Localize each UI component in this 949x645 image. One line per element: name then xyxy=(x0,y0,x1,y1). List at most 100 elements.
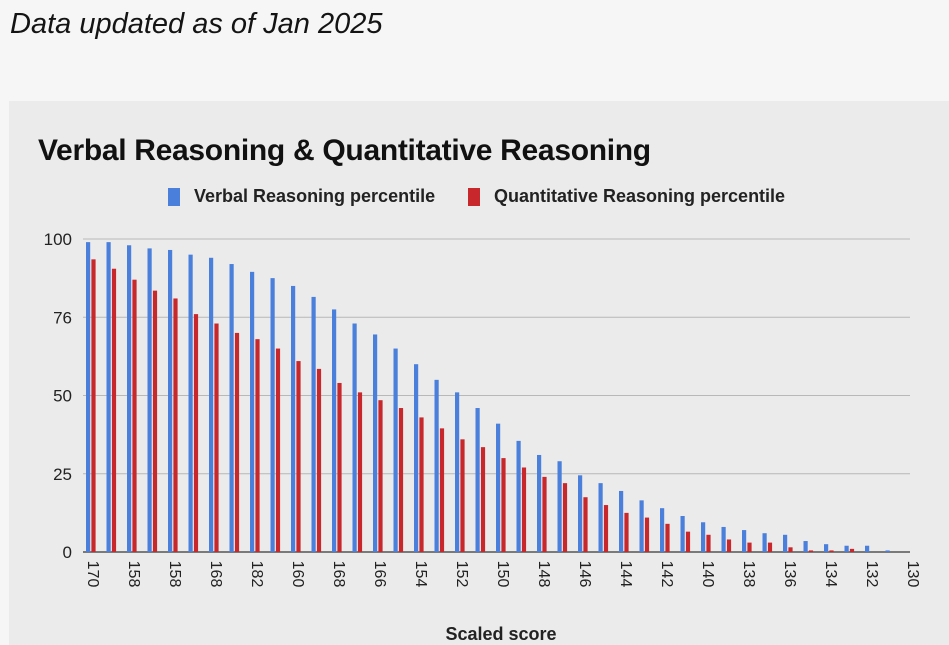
bar-quant xyxy=(234,332,240,552)
x-tick-label: 130 xyxy=(904,561,921,588)
bar-quant xyxy=(460,439,465,552)
bar-quant xyxy=(665,523,670,552)
x-tick-label: 168 xyxy=(330,561,347,588)
bar-verbal xyxy=(86,242,91,552)
bar-quant xyxy=(275,348,281,552)
bar-quant xyxy=(624,512,629,552)
bar-verbal xyxy=(455,392,460,552)
bar-quant xyxy=(214,323,219,552)
bar-verbal xyxy=(209,257,214,552)
bar-verbal xyxy=(537,454,542,552)
bar-quant xyxy=(501,458,506,552)
bar-quant xyxy=(726,539,732,552)
bar-verbal xyxy=(250,271,255,552)
bar-quant xyxy=(603,505,609,552)
x-tick-label: 136 xyxy=(781,561,798,588)
bar-verbal xyxy=(742,530,747,552)
bar-verbal xyxy=(168,249,173,552)
bar-quant xyxy=(562,483,568,552)
x-tick-label: 160 xyxy=(289,561,306,588)
chart-title: Verbal Reasoning & Quantitative Reasonin… xyxy=(38,134,651,167)
bar-verbal xyxy=(373,334,378,552)
bar-quant xyxy=(357,392,363,552)
bar-quant xyxy=(644,517,650,552)
x-tick-label: 182 xyxy=(248,561,265,588)
bar-verbal xyxy=(352,323,357,552)
legend-quant-swatch xyxy=(468,187,480,206)
bar-verbal xyxy=(516,440,521,552)
bar-verbal xyxy=(639,500,644,552)
bar-verbal xyxy=(865,545,870,552)
bar-verbal xyxy=(619,490,624,552)
bar-quant xyxy=(173,298,178,552)
bar-quant xyxy=(378,400,383,552)
bar-quant xyxy=(542,476,547,552)
bar-quant xyxy=(255,339,260,552)
bar-verbal xyxy=(578,475,583,552)
bar-quant xyxy=(480,447,486,552)
bar-verbal xyxy=(414,364,419,552)
x-axis-title: Scaled score xyxy=(445,624,556,644)
bar-verbal xyxy=(332,309,337,552)
x-tick-label: 166 xyxy=(371,561,388,588)
bar-verbal xyxy=(291,285,296,552)
bar-quant xyxy=(583,497,588,552)
bar-verbal xyxy=(762,533,767,552)
bar-quant xyxy=(767,542,773,552)
bar-verbal xyxy=(434,379,439,552)
bar-quant xyxy=(788,547,793,552)
bar-verbal xyxy=(598,483,603,552)
x-tick-label: 158 xyxy=(166,561,183,588)
bar-verbal xyxy=(393,348,398,552)
x-tick-label: 132 xyxy=(863,561,880,588)
bar-verbal xyxy=(660,508,665,552)
bar-verbal xyxy=(127,245,132,552)
bar-quant xyxy=(193,314,199,552)
bar-verbal xyxy=(147,248,152,552)
bar-verbal xyxy=(885,550,890,552)
bar-quant xyxy=(91,259,96,552)
bar-verbal xyxy=(721,526,726,552)
data-updated-note: Data updated as of Jan 2025 xyxy=(10,8,383,40)
bar-quant xyxy=(337,382,342,552)
y-tick-label: 25 xyxy=(53,465,72,484)
y-tick-label: 0 xyxy=(63,543,72,562)
x-tick-label: 142 xyxy=(658,561,675,588)
bar-verbal xyxy=(188,254,193,552)
legend-quant-label: Quantitative Reasoning percentile xyxy=(494,186,786,206)
x-tick-label: 148 xyxy=(535,561,552,588)
bar-verbal xyxy=(680,516,685,552)
bar-quant xyxy=(808,550,814,552)
bar-verbal xyxy=(783,534,788,552)
x-tick-label: 152 xyxy=(453,561,470,588)
x-tick-label: 140 xyxy=(699,561,716,588)
bar-verbal xyxy=(803,541,808,552)
x-tick-label: 158 xyxy=(125,561,142,588)
y-tick-label: 76 xyxy=(53,308,72,327)
legend-verbal-label: Verbal Reasoning percentile xyxy=(194,186,436,206)
x-tick-label: 154 xyxy=(412,561,429,588)
legend-verbal: Verbal Reasoning percentile xyxy=(168,186,435,207)
bar-quant xyxy=(132,279,137,552)
x-tick-label: 144 xyxy=(617,561,634,588)
legend-quant: Quantitative Reasoning percentile xyxy=(468,186,785,207)
bar-quant xyxy=(296,361,301,552)
bar-quant xyxy=(398,408,404,552)
bar-verbal xyxy=(270,278,275,552)
x-tick-label: 168 xyxy=(207,561,224,588)
bar-verbal xyxy=(229,264,234,552)
bar-verbal xyxy=(475,408,480,552)
bar-quant xyxy=(521,467,527,552)
bar-quant xyxy=(685,531,691,552)
y-tick-label: 100 xyxy=(44,230,72,249)
legend-verbal-swatch xyxy=(168,187,180,206)
x-tick-label: 170 xyxy=(84,561,101,588)
bar-verbal xyxy=(106,242,111,552)
x-tick-label: 138 xyxy=(740,561,757,588)
bar-quant xyxy=(747,542,752,552)
x-tick-label: 150 xyxy=(494,561,511,588)
x-tick-label: 134 xyxy=(822,561,839,588)
bar-verbal xyxy=(844,545,849,552)
bar-verbal xyxy=(824,544,829,552)
bar-verbal xyxy=(496,423,501,552)
